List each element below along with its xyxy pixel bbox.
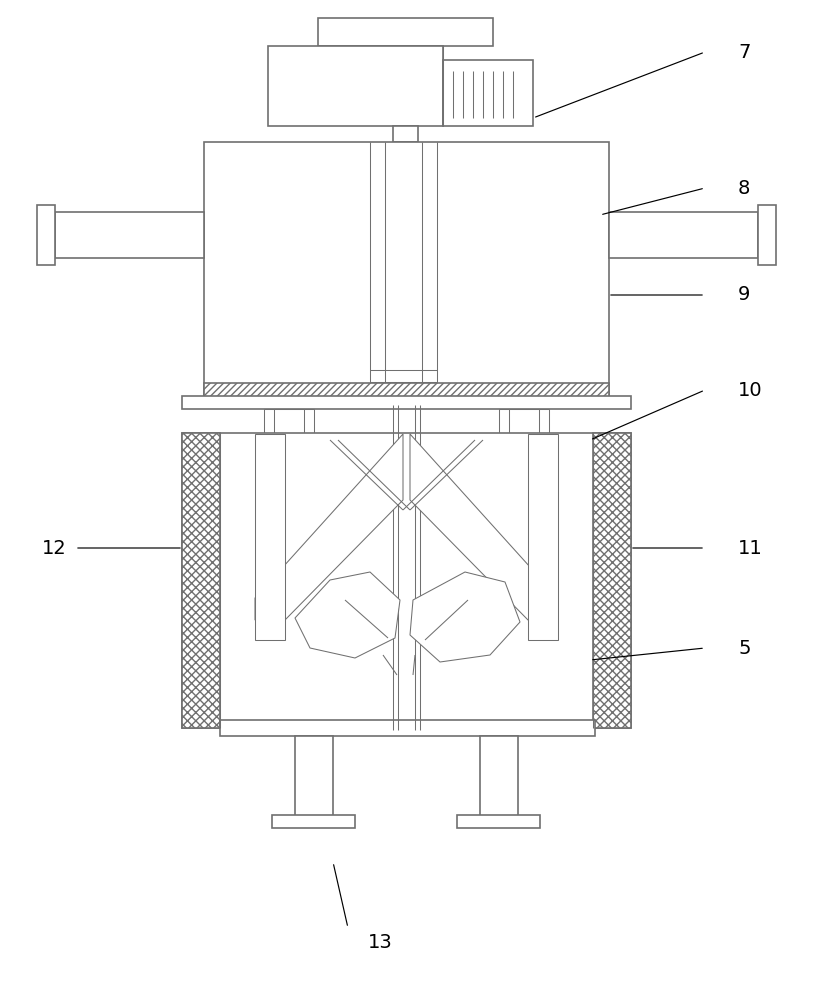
- Bar: [220, 720, 595, 736]
- Text: 11: 11: [738, 538, 763, 558]
- Text: 9: 9: [738, 286, 751, 304]
- Text: 5: 5: [738, 639, 751, 658]
- Polygon shape: [255, 434, 403, 620]
- Polygon shape: [255, 434, 285, 640]
- Bar: [318, 18, 493, 46]
- Bar: [457, 815, 540, 828]
- Bar: [295, 736, 333, 818]
- Bar: [204, 383, 609, 405]
- Bar: [443, 60, 533, 126]
- Text: 7: 7: [738, 42, 751, 62]
- Polygon shape: [295, 572, 400, 658]
- Text: 8: 8: [738, 178, 751, 198]
- Bar: [499, 409, 549, 433]
- Bar: [393, 126, 418, 142]
- Polygon shape: [410, 572, 520, 662]
- Bar: [509, 409, 539, 433]
- Bar: [268, 46, 443, 126]
- Bar: [272, 815, 355, 828]
- Bar: [274, 409, 304, 433]
- Bar: [204, 142, 609, 397]
- Text: 13: 13: [368, 934, 392, 952]
- Bar: [609, 212, 758, 258]
- Bar: [480, 736, 518, 818]
- Bar: [182, 396, 631, 409]
- Polygon shape: [528, 434, 558, 640]
- Bar: [55, 212, 204, 258]
- Bar: [593, 433, 631, 728]
- Bar: [37, 205, 55, 265]
- Bar: [758, 205, 776, 265]
- Bar: [182, 433, 220, 728]
- Text: 12: 12: [42, 538, 67, 558]
- Bar: [182, 433, 631, 728]
- Polygon shape: [410, 434, 558, 620]
- Bar: [264, 409, 314, 433]
- Text: 10: 10: [738, 380, 763, 399]
